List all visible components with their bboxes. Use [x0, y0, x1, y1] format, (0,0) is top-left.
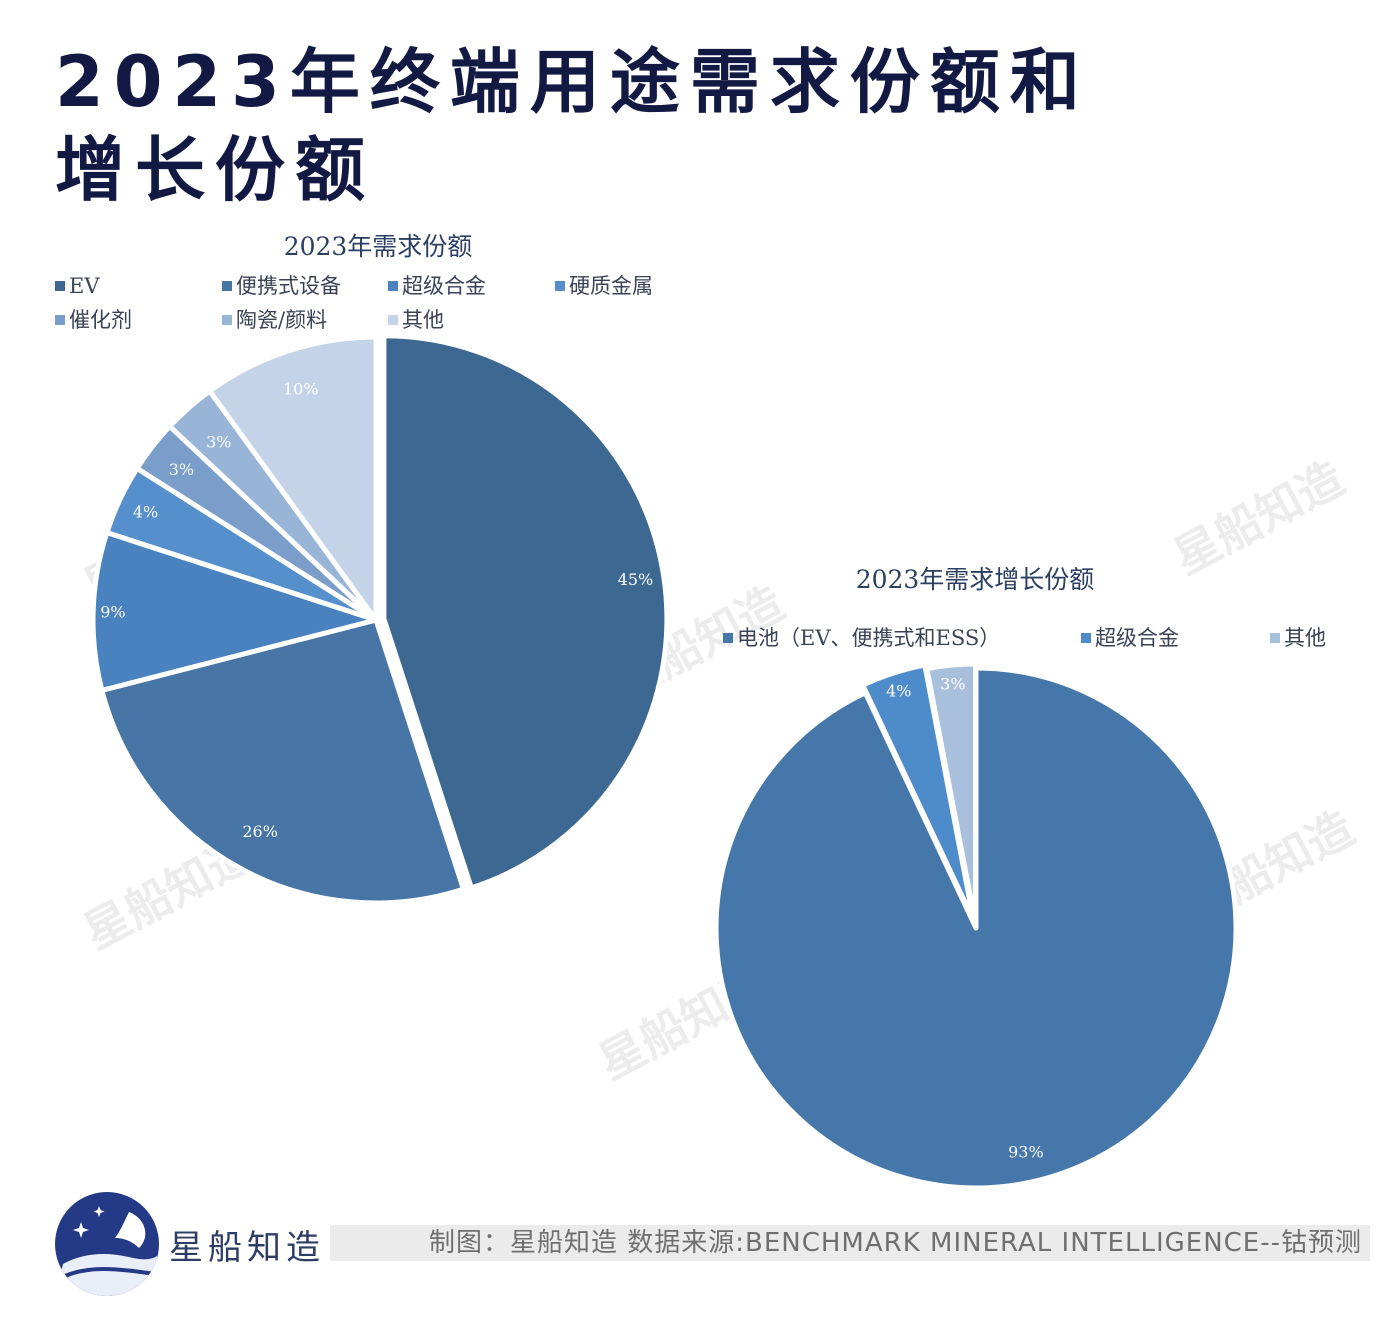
slice-label: 3% — [206, 433, 231, 452]
legend-label: 便携式设备 — [236, 274, 341, 298]
legend-swatch — [1270, 633, 1280, 643]
data-source: 制图：星船知造 数据来源:BENCHMARK MINERAL INTELLIGE… — [428, 1228, 1362, 1258]
pie: 93% 4% 3% — [713, 661, 1239, 1191]
legend-item: 超级合金 — [388, 274, 486, 298]
legend-item: 催化剂 — [55, 308, 132, 332]
pie-slice — [924, 661, 979, 927]
pie-slice — [713, 665, 1239, 1191]
legend-item: 其他 — [1270, 626, 1326, 650]
legend-item: 硬质金属 — [555, 274, 653, 298]
legend-item: 陶瓷/颜料 — [222, 308, 327, 332]
chart-title: 2023年需求份额 — [284, 232, 473, 261]
watermark: 星船知造 — [1165, 451, 1353, 585]
legend-item: 其他 — [388, 308, 444, 332]
legend-swatch — [55, 315, 65, 325]
legend-label: 催化剂 — [69, 308, 132, 332]
legend-label: 电池（EV、便携式和ESS） — [737, 626, 1000, 650]
logo-icon — [55, 1192, 159, 1296]
legend-swatch — [222, 315, 232, 325]
legend-swatch — [222, 281, 232, 291]
chart-title: 2023年需求增长份额 — [856, 565, 1095, 594]
source-bar: 制图：星船知造 数据来源:BENCHMARK MINERAL INTELLIGE… — [330, 1225, 1370, 1261]
slice-label: 9% — [100, 603, 125, 622]
page-title: 2023年终端用途需求份额和 增长份额 — [55, 38, 1155, 214]
demand-growth-share-chart: 2023年需求增长份额 电池（EV、便携式和ESS） 超级合金 其他 93% 4% 3% — [713, 565, 1326, 1191]
legend-item: 便携式设备 — [222, 274, 341, 298]
legend-label: 其他 — [402, 308, 444, 332]
legend-item: EV — [55, 274, 100, 298]
legend-label: 超级合金 — [402, 274, 486, 298]
page-title-line-1: 2023年终端用途需求份额和 — [55, 41, 1090, 123]
pie: 45% 26% 9% 4% 3% 3% 10% — [90, 333, 670, 906]
legend-swatch — [55, 281, 65, 291]
legend-label: 硬质金属 — [569, 274, 653, 298]
slice-label: 3% — [169, 460, 194, 479]
legend-swatch — [1081, 633, 1091, 643]
legend-item: 电池（EV、便携式和ESS） — [723, 626, 1000, 650]
legend-item: 超级合金 — [1081, 626, 1179, 650]
page-title-line-2: 增长份额 — [55, 129, 375, 211]
logo-graphic — [55, 1206, 159, 1296]
legend: 电池（EV、便携式和ESS） 超级合金 其他 — [723, 626, 1326, 650]
slice-label: 4% — [133, 503, 158, 522]
legend-swatch — [388, 281, 398, 291]
slice-label: 4% — [886, 681, 911, 700]
legend-label: 超级合金 — [1095, 626, 1179, 650]
slice-label: 26% — [242, 822, 278, 841]
legend-label: 陶瓷/颜料 — [236, 308, 327, 332]
legend-swatch — [723, 633, 733, 643]
brand-name: 星船知造 — [169, 1228, 325, 1268]
pie-slice — [381, 333, 670, 891]
pie-slice — [90, 530, 379, 693]
legend-label: 其他 — [1284, 626, 1326, 650]
legend-swatch — [388, 315, 398, 325]
pie-slice — [860, 662, 977, 923]
pie-slice — [207, 334, 379, 623]
slice-label: 93% — [1008, 1142, 1044, 1161]
slice-label: 45% — [618, 570, 654, 589]
pie-slice — [99, 617, 466, 906]
legend-swatch — [555, 281, 565, 291]
slice-label: 3% — [940, 674, 965, 693]
slice-label: 10% — [283, 380, 319, 399]
footer: 星船知造 制图：星船知造 数据来源:BENCHMARK MINERAL INTE… — [55, 1192, 1370, 1300]
legend-label: EV — [69, 274, 100, 298]
